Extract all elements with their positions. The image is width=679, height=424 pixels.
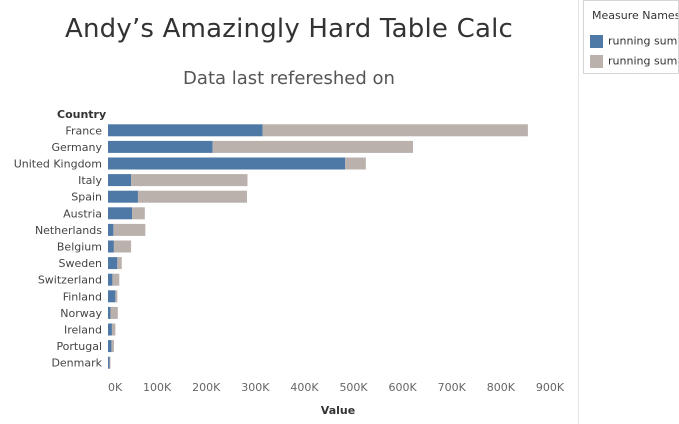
chart-title: Andy’s Amazingly Hard Table Calc <box>65 14 513 44</box>
x-tick-label: 600K <box>389 381 418 394</box>
bar-portugal-series-2[interactable] <box>111 340 114 353</box>
x-tick-label: 0K <box>108 381 123 394</box>
bar-finland-series-1[interactable] <box>108 290 116 303</box>
bar-ireland-series-2[interactable] <box>111 323 116 336</box>
bar-belgium-series-2[interactable] <box>113 240 132 253</box>
x-tick-label: 400K <box>290 381 319 394</box>
legend-title: Measure Names <box>592 9 679 22</box>
x-tick-label: 700K <box>438 381 467 394</box>
category-label: Ireland <box>64 324 102 337</box>
legend-divider <box>578 0 579 424</box>
category-label: Spain <box>71 191 102 204</box>
category-label: Italy <box>78 174 102 187</box>
legend-label: running sum <box>608 34 678 48</box>
category-label: Denmark <box>51 357 102 370</box>
x-tick-label: 300K <box>241 381 270 394</box>
bar-netherlands-series-1[interactable] <box>108 223 114 236</box>
category-label: Portugal <box>56 340 102 353</box>
bar-austria-series-2[interactable] <box>132 207 145 220</box>
legend-swatch-blue <box>590 34 603 48</box>
bar-denmark-series-1[interactable] <box>108 356 110 369</box>
bar-france-series-1[interactable] <box>108 124 263 137</box>
bar-united-kingdom-series-2[interactable] <box>345 157 366 170</box>
bar-italy-series-1[interactable] <box>108 174 132 187</box>
bar-united-kingdom-series-1[interactable] <box>108 157 346 170</box>
category-label: Austria <box>63 207 102 220</box>
bar-finland-series-2[interactable] <box>115 290 118 303</box>
legend[interactable]: Measure Names running sum running sum <box>583 0 679 74</box>
bar-switzerland-series-1[interactable] <box>108 273 113 286</box>
category-label: United Kingdom <box>14 158 102 171</box>
x-tick-label: 500K <box>339 381 368 394</box>
bar-austria-series-1[interactable] <box>108 207 133 220</box>
bar-sweden-series-1[interactable] <box>108 257 118 270</box>
x-tick-label: 800K <box>487 381 516 394</box>
category-label: Germany <box>51 141 102 154</box>
bar-denmark-series-2[interactable] <box>109 356 111 369</box>
x-tick-label: 200K <box>192 381 221 394</box>
category-label: Norway <box>60 307 102 320</box>
category-label: Finland <box>63 290 102 303</box>
bar-italy-series-2[interactable] <box>131 174 248 187</box>
bar-norway-series-1[interactable] <box>108 306 111 319</box>
value-axis-label: Value <box>321 404 355 417</box>
bar-germany-series-1[interactable] <box>108 140 213 153</box>
category-label: Switzerland <box>38 274 102 287</box>
bar-france-series-2[interactable] <box>262 124 528 137</box>
bar-germany-series-2[interactable] <box>212 140 413 153</box>
bar-spain-series-2[interactable] <box>137 190 247 203</box>
bar-belgium-series-1[interactable] <box>108 240 114 253</box>
x-tick-label: 900K <box>536 381 565 394</box>
category-label: Sweden <box>59 257 102 270</box>
category-label: Netherlands <box>35 224 102 237</box>
legend-item-series-2[interactable]: running sum <box>590 54 677 70</box>
bar-ireland-series-1[interactable] <box>108 323 112 336</box>
bar-netherlands-series-2[interactable] <box>113 223 146 236</box>
legend-swatch-gray <box>590 54 603 68</box>
x-tick-label: 100K <box>143 381 172 394</box>
category-label: Belgium <box>57 241 102 254</box>
bar-switzerland-series-2[interactable] <box>112 273 120 286</box>
category-axis-label: Country <box>57 108 106 121</box>
bar-norway-series-2[interactable] <box>110 306 118 319</box>
bar-chart: Country France Germany United Kingdom Italy… <box>14 108 565 417</box>
bar-portugal-series-1[interactable] <box>108 340 112 353</box>
chart-subtitle: Data last refereshed on <box>183 68 395 89</box>
bar-sweden-series-2[interactable] <box>117 257 122 270</box>
category-label: France <box>65 124 102 137</box>
bar-spain-series-1[interactable] <box>108 190 138 203</box>
legend-label: running sum <box>608 54 678 68</box>
legend-item-series-1[interactable]: running sum <box>590 34 677 50</box>
